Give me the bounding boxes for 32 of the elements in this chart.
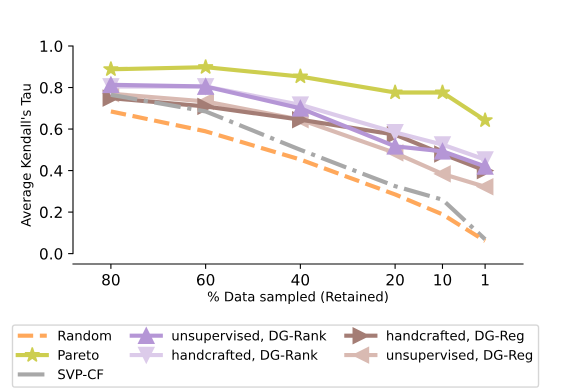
x-axis-title: % Data sampled (Retained) [208,291,388,304]
point [292,68,308,84]
x-tick-label: 40 [291,274,310,286]
y-tick-label: 0.6 [40,124,62,136]
y-tick-label: 0.8 [40,82,62,94]
point [434,166,451,182]
point [434,84,450,100]
point [102,60,119,76]
legend-label: unsupervised, DG-Rank [172,330,327,344]
x-tick-label: 1 [482,274,489,286]
y-tick-label: 0.2 [40,206,62,218]
point [386,138,404,155]
x-tick-label: 80 [102,274,120,286]
point [477,112,494,128]
y-tick-label: 0.4 [40,165,62,177]
y-tick-label: 0.0 [40,248,62,260]
x-tick-label: 60 [196,274,214,286]
legend-label: handcrafted, DG-Reg [387,330,524,344]
legend-label: unsupervised, DG-Reg [387,350,532,362]
legend-label: handcrafted, DG-Rank [172,350,318,362]
point [476,178,494,196]
x-tick-label: 20 [386,274,404,286]
y-tick-label: 1.0 [40,40,62,52]
point [292,100,309,117]
legend-label: Pareto [58,350,99,360]
y-axis-title: Average Kendall's Tau [20,84,34,227]
x-tick-label: 10 [434,274,452,286]
point [198,58,214,74]
legend-label: SVP-CF [58,369,104,380]
point [476,158,494,175]
legend-label: Random [58,330,111,341]
point [434,142,451,160]
